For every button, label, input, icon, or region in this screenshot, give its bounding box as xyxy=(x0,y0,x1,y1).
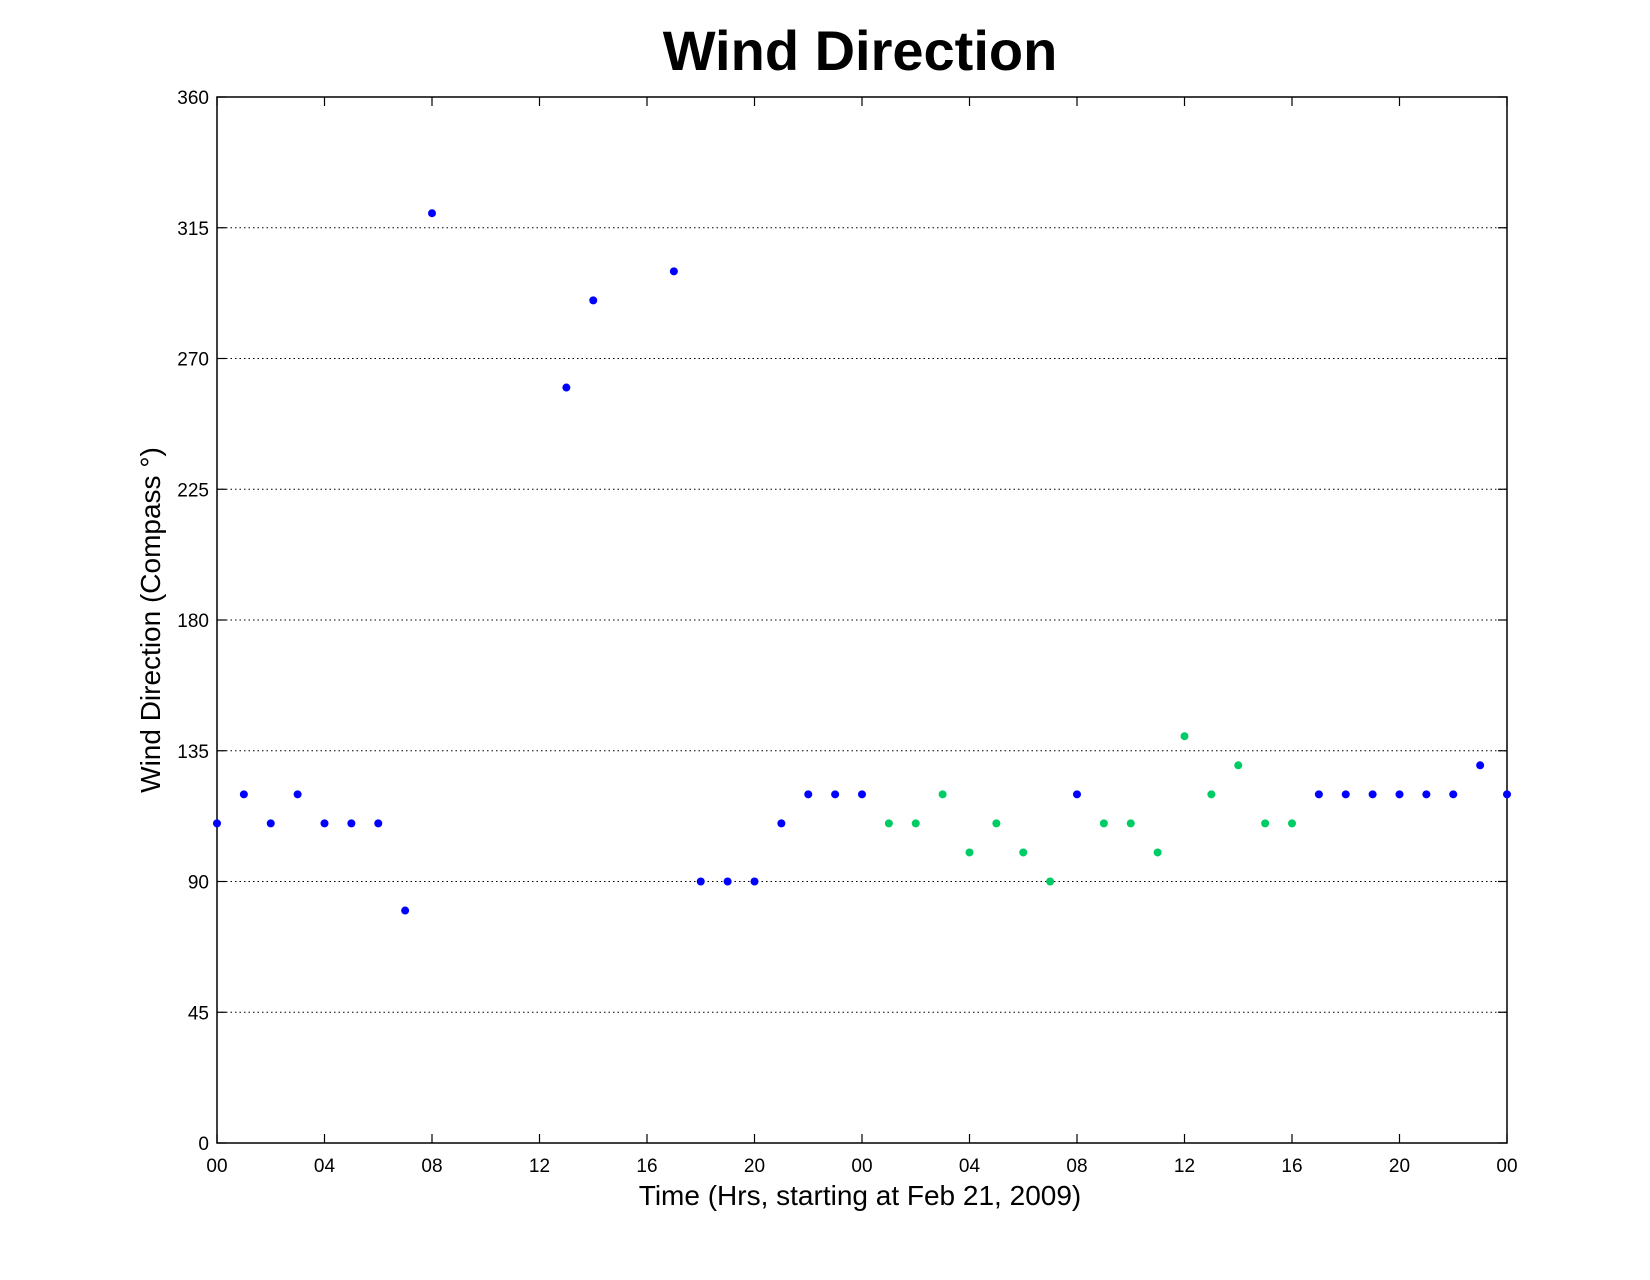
data-point xyxy=(1314,790,1323,799)
data-point xyxy=(965,848,974,857)
data-point xyxy=(1449,790,1458,799)
data-point xyxy=(293,790,302,799)
x-tick-label: 00 xyxy=(206,1156,227,1177)
data-point xyxy=(804,790,813,799)
y-tick-label: 225 xyxy=(177,480,209,501)
x-tick-label: 08 xyxy=(421,1156,442,1177)
data-point xyxy=(401,906,410,915)
x-tick-label: 20 xyxy=(1389,1156,1410,1177)
data-point xyxy=(374,819,383,828)
data-point xyxy=(858,790,866,799)
data-point xyxy=(1099,819,1108,828)
y-tick-label: 270 xyxy=(177,350,209,371)
y-tick-label: 180 xyxy=(177,611,209,632)
x-tick-label: 12 xyxy=(1174,1156,1195,1177)
x-tick-label: 00 xyxy=(1496,1156,1517,1177)
x-tick-label: 08 xyxy=(1066,1156,1087,1177)
x-tick-label: 04 xyxy=(314,1156,336,1177)
data-point xyxy=(938,790,947,799)
data-point xyxy=(213,819,221,828)
data-point xyxy=(428,209,436,218)
y-axis-label: Wind Direction (Compass °) xyxy=(135,447,166,793)
data-point xyxy=(1180,732,1189,741)
x-tick-label: 16 xyxy=(1281,1156,1302,1177)
data-point xyxy=(562,383,571,392)
data-point xyxy=(266,819,275,828)
y-tick-label: 360 xyxy=(177,88,209,109)
data-point xyxy=(1476,761,1485,770)
y-tick-label: 90 xyxy=(188,873,209,894)
data-point xyxy=(239,790,248,799)
x-tick-label: 16 xyxy=(636,1156,657,1177)
data-point xyxy=(589,296,598,305)
data-point xyxy=(347,819,356,828)
data-point xyxy=(1395,790,1404,799)
data-point xyxy=(1341,790,1350,799)
data-point xyxy=(1207,790,1216,799)
y-tick-label: 0 xyxy=(198,1134,209,1155)
data-point xyxy=(1368,790,1377,799)
data-point xyxy=(1073,790,1081,799)
data-point xyxy=(723,877,732,886)
grid-layer xyxy=(217,227,1507,1013)
data-point xyxy=(750,877,759,886)
data-point xyxy=(884,819,893,828)
data-point xyxy=(1503,790,1511,799)
data-point xyxy=(1261,819,1270,828)
y-tick-label: 315 xyxy=(177,219,209,240)
data-point xyxy=(1126,819,1135,828)
data-points xyxy=(213,209,1511,915)
chart-title: Wind Direction xyxy=(663,19,1058,82)
y-tick-label: 135 xyxy=(177,742,209,763)
x-axis-label: Time (Hrs, starting at Feb 21, 2009) xyxy=(639,1180,1081,1211)
data-point xyxy=(1046,877,1055,886)
x-tick-label: 04 xyxy=(959,1156,981,1177)
data-point xyxy=(1153,848,1162,857)
data-point xyxy=(911,819,920,828)
data-point xyxy=(1288,819,1296,828)
data-point xyxy=(831,790,840,799)
data-point xyxy=(1422,790,1431,799)
data-point xyxy=(320,819,329,828)
data-point xyxy=(696,877,705,886)
y-tick-label: 45 xyxy=(188,1003,209,1024)
data-point xyxy=(777,819,786,828)
x-tick-label: 12 xyxy=(529,1156,550,1177)
tick-layer: 0 45 90 135 180 225 270 315 360 00 04 08 12 16 20 00 04 0… xyxy=(177,88,1517,1177)
data-point xyxy=(669,267,678,276)
x-tick-label: 20 xyxy=(744,1156,765,1177)
data-point xyxy=(1234,761,1243,770)
data-point xyxy=(1019,848,1028,857)
data-point xyxy=(992,819,1001,828)
x-tick-label: 00 xyxy=(851,1156,872,1177)
